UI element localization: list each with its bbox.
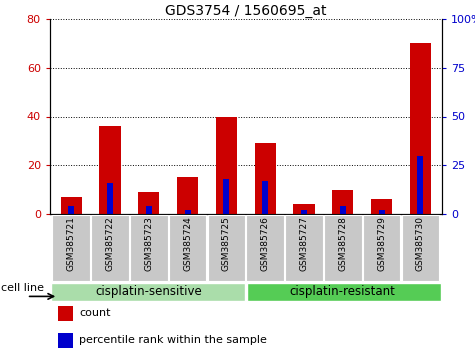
Text: GSM385729: GSM385729 [377,216,386,271]
Bar [379,210,385,214]
Bar [410,44,431,214]
Bar [185,210,190,214]
Text: GSM385723: GSM385723 [144,216,153,271]
Bar [52,215,90,281]
Bar [324,215,361,281]
Text: GSM385726: GSM385726 [261,216,270,271]
Bar [68,206,74,214]
Bar [223,179,229,214]
Text: GSM385721: GSM385721 [66,216,76,271]
Text: percentile rank within the sample: percentile rank within the sample [79,336,267,346]
Bar [91,215,129,281]
Text: count: count [79,308,111,319]
Text: GSM385730: GSM385730 [416,216,425,271]
Bar [401,215,439,281]
Bar [130,215,168,281]
Bar [99,126,121,214]
Bar [51,283,245,301]
Bar [58,306,73,321]
Bar [208,215,245,281]
Text: GSM385728: GSM385728 [338,216,347,271]
Bar [332,190,353,214]
Bar [169,215,207,281]
Bar [216,116,237,214]
Bar [285,215,323,281]
Bar [60,197,82,214]
Text: GSM385725: GSM385725 [222,216,231,271]
Bar [247,283,441,301]
Bar [138,192,160,214]
Text: GSM385727: GSM385727 [300,216,308,271]
Text: GSM385724: GSM385724 [183,216,192,271]
Bar [262,181,268,214]
Text: cisplatin-sensitive: cisplatin-sensitive [95,285,202,298]
Bar [58,333,73,348]
Bar [177,177,198,214]
Text: cell line: cell line [1,282,44,293]
Bar [247,215,284,281]
Text: cisplatin-resistant: cisplatin-resistant [290,285,396,298]
Text: GSM385722: GSM385722 [105,216,114,271]
Bar [371,199,392,214]
Bar [340,206,346,214]
Title: GDS3754 / 1560695_at: GDS3754 / 1560695_at [165,4,327,18]
Bar [255,143,276,214]
Bar [294,204,314,214]
Bar [107,183,113,214]
Bar [301,210,307,214]
Bar [363,215,400,281]
Bar [146,206,152,214]
Bar [418,155,423,214]
